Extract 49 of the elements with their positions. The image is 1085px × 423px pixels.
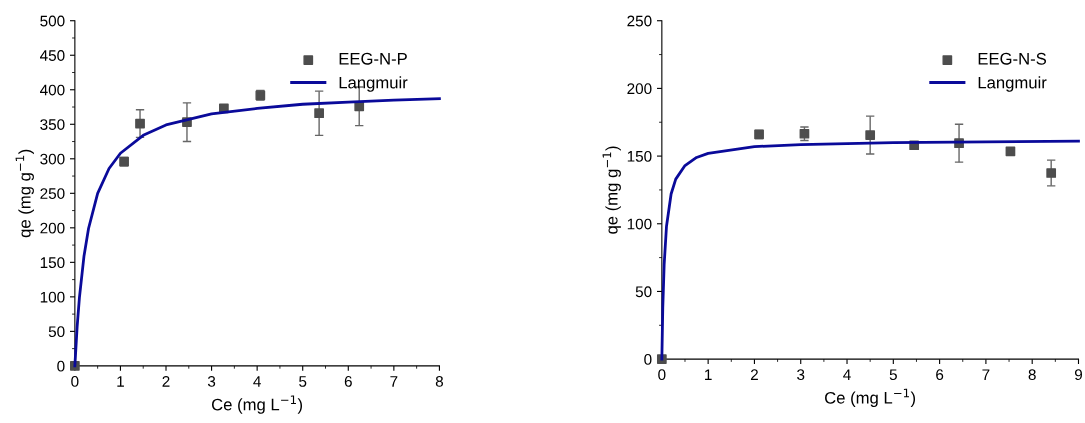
y-axis-title: qe (mg g$^{−1}$) [602, 146, 621, 234]
x-tick-label: 1 [117, 376, 124, 387]
x-tick-label: 7 [982, 369, 990, 380]
x-axis-title: Ce (mg L$^{−1}$) [211, 395, 303, 414]
legend-label: Langmuir [339, 76, 408, 92]
legend-label: EEG-N-S [978, 52, 1047, 65]
x-tick-label: 0 [658, 369, 666, 381]
x-tick-label: 4 [843, 369, 851, 380]
x-tick-label: 0 [71, 376, 79, 387]
y-tick-label: 50 [635, 286, 652, 298]
x-tick-label: 6 [936, 369, 944, 381]
x-tick-label: 3 [207, 376, 216, 387]
point [1046, 168, 1057, 178]
x-tick-label: 8 [435, 376, 444, 387]
x-tick-label: 6 [344, 376, 352, 387]
y-tick-label: 250 [40, 188, 65, 199]
x-tick-label: 1 [705, 369, 712, 380]
y-tick-label: 50 [48, 326, 65, 338]
y-tick-label: 200 [627, 83, 652, 95]
y-axis-title: qe (mg g$^{−1}$) [15, 149, 34, 238]
x-tick-label: 3 [797, 369, 805, 381]
y-tick-label: 450 [40, 50, 65, 61]
y-tick-label: 200 [40, 222, 65, 234]
x-tick-label: 5 [889, 369, 897, 381]
y-tick-label: 100 [627, 218, 652, 230]
point [865, 130, 876, 140]
point [135, 118, 145, 129]
x-tick-label: 8 [1028, 369, 1036, 381]
y-tick-label: 250 [627, 15, 652, 27]
y-tick-label: 100 [40, 291, 65, 303]
y-tick-label: 500 [40, 15, 65, 27]
y-tick-label: 150 [40, 257, 65, 269]
x-tick-label: 9 [1074, 369, 1083, 381]
legend-label: EEG-N-P [339, 52, 407, 65]
point [314, 108, 324, 119]
y-tick-label: 400 [40, 84, 65, 96]
y-tick-label: 350 [40, 119, 65, 130]
x-tick-label: 2 [750, 369, 758, 380]
x-tick-label: 5 [299, 376, 307, 387]
x-tick-label: 2 [162, 376, 170, 387]
x-tick-label: 4 [253, 376, 261, 387]
y-tick-label: 300 [40, 153, 65, 165]
point [1005, 146, 1016, 157]
x-axis-title: Ce (mg L$^{−1}$) [825, 388, 916, 407]
legend-label: Langmuir [978, 76, 1047, 92]
y-tick-label: 0 [644, 353, 652, 365]
y-tick-label: 150 [627, 150, 652, 162]
y-tick-label: 0 [57, 360, 65, 372]
x-tick-label: 7 [390, 376, 398, 387]
